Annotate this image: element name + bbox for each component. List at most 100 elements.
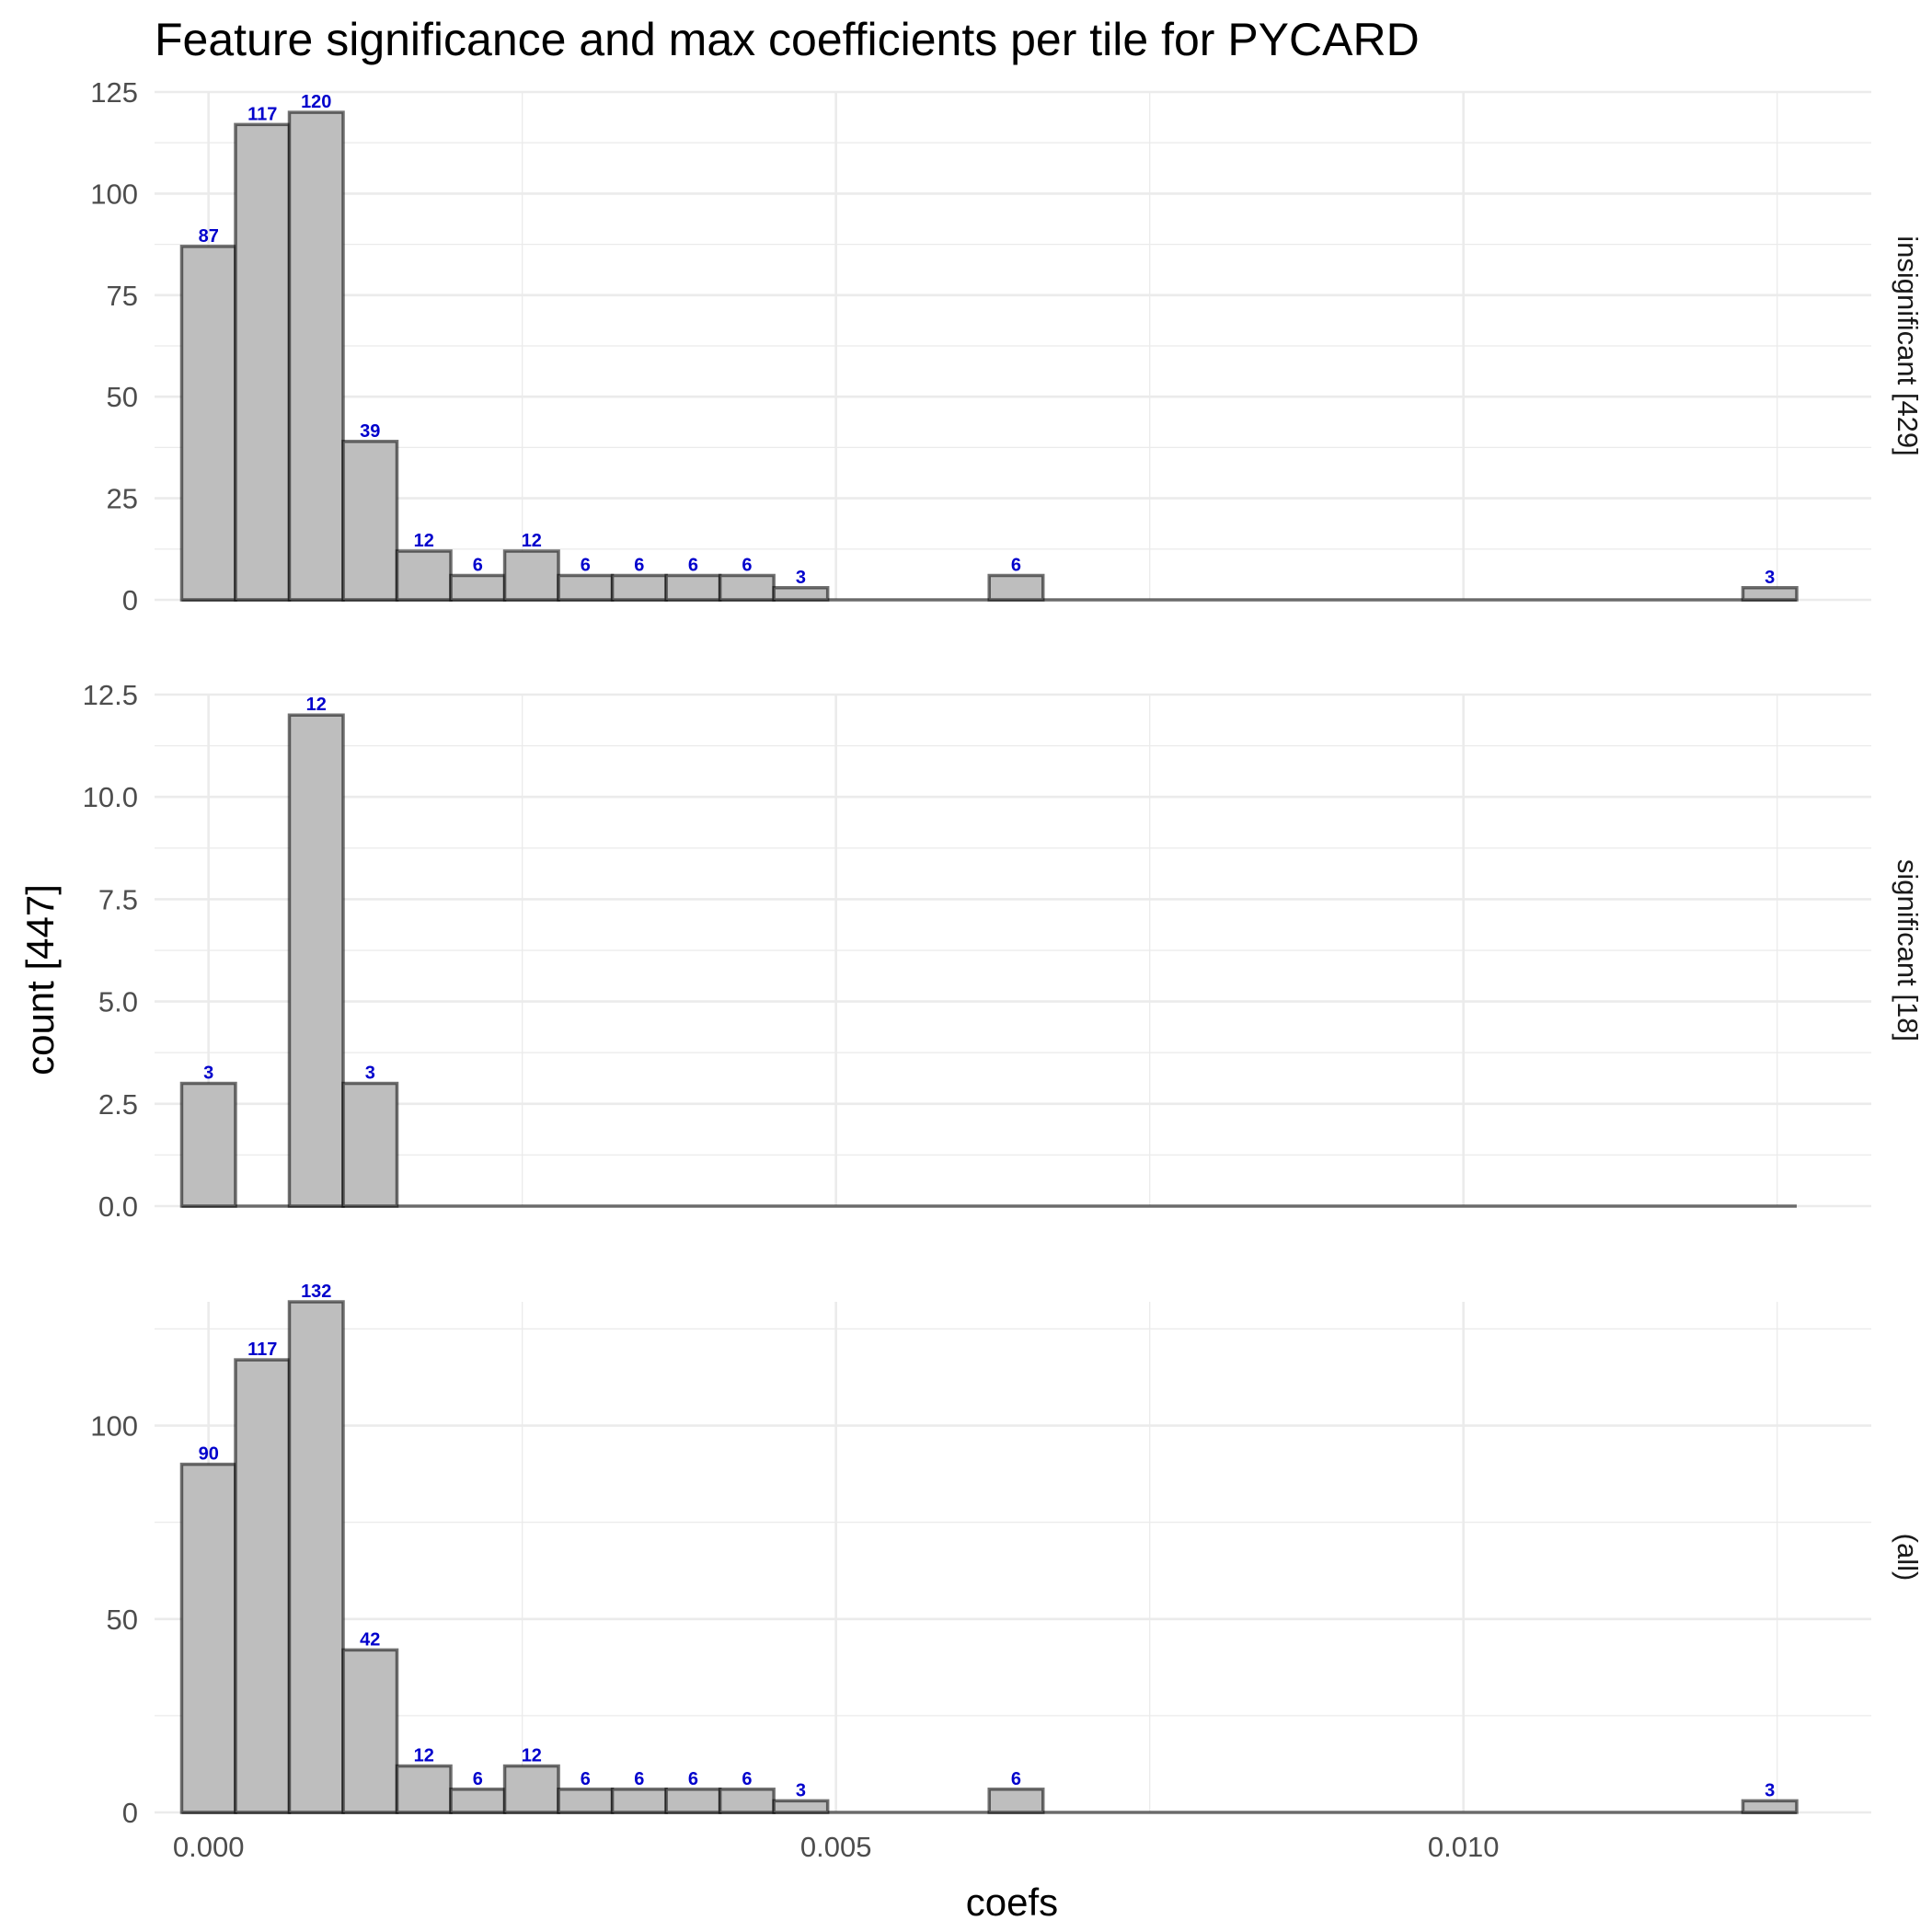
histogram-bar xyxy=(395,549,453,602)
bar-count-label: 6 xyxy=(1011,1769,1021,1789)
histogram-bar xyxy=(718,1788,776,1814)
facet-strip-label: insignificant [429] xyxy=(1892,236,1924,456)
bar-count-label: 6 xyxy=(581,1769,591,1789)
bar-count-labels: 3 12 3 xyxy=(203,695,375,1083)
histogram-bar xyxy=(610,573,668,602)
bar-count-label: 3 xyxy=(365,1064,375,1084)
y-tick-label: 125 xyxy=(90,76,138,109)
histogram-bar xyxy=(287,110,345,602)
bar-count-label: 6 xyxy=(688,1769,698,1789)
panel-gridlines xyxy=(155,90,1871,602)
bar-count-label: 12 xyxy=(522,531,542,551)
y-tick-label: 100 xyxy=(90,1410,138,1443)
bar-count-label: 6 xyxy=(688,556,698,576)
histogram-bar xyxy=(341,1081,399,1208)
histogram-bar xyxy=(610,1788,668,1814)
histogram-bar xyxy=(718,573,776,602)
y-tick-label: 0 xyxy=(122,584,138,616)
x-axis-title: coefs xyxy=(966,1880,1058,1924)
y-tick-label: 25 xyxy=(107,483,138,515)
y-axis-title: count [447] xyxy=(18,884,62,1075)
histogram-bar xyxy=(449,573,507,602)
y-tick-label: 0.0 xyxy=(98,1190,138,1223)
histogram-bar xyxy=(287,1300,345,1814)
bar-count-label: 3 xyxy=(796,1780,806,1800)
bar-count-label: 39 xyxy=(360,421,380,442)
histogram-bar xyxy=(557,1788,615,1814)
chart-title: Feature significance and max coefficient… xyxy=(155,14,1420,65)
facet-panel-2: 0.0 2.5 5.0 7.5 10.0 12.5 3 12 3 significant [18] xyxy=(83,679,1924,1223)
histogram-bar xyxy=(987,1788,1045,1814)
bar-count-label: 12 xyxy=(522,1746,542,1766)
histogram-bar xyxy=(502,1764,560,1814)
facet-strip-label: significant [18] xyxy=(1892,859,1924,1041)
facet-strip-label: (all) xyxy=(1892,1534,1924,1581)
histogram-bar xyxy=(1741,1799,1799,1814)
y-tick-label: 0 xyxy=(122,1797,138,1829)
bar-count-label: 6 xyxy=(1011,556,1021,576)
x-tick-label: 0.010 xyxy=(1428,1831,1500,1863)
y-tick-label: 100 xyxy=(90,178,138,210)
histogram-bar xyxy=(341,440,399,602)
y-tick-label: 10.0 xyxy=(83,781,138,813)
bar-count-label: 87 xyxy=(199,226,219,247)
histogram-bar xyxy=(772,1799,830,1814)
histogram-bar xyxy=(179,1462,237,1814)
x-tick-label: 0.005 xyxy=(800,1831,872,1863)
bar-count-label: 12 xyxy=(414,1746,434,1766)
histogram-bar xyxy=(395,1764,453,1814)
y-tick-label: 50 xyxy=(107,1604,138,1636)
bar-count-label: 6 xyxy=(742,556,752,576)
facet-panel-1: 0 25 50 75 100 125 87 117 120 39 12 6 12 6 6 6 6 3 6 3 insig… xyxy=(90,76,1924,616)
bar-count-label: 132 xyxy=(301,1282,331,1302)
bar-count-label: 12 xyxy=(414,531,434,551)
histogram-bar xyxy=(664,1788,722,1814)
bar-count-label: 90 xyxy=(199,1444,219,1465)
bar-count-label: 117 xyxy=(247,104,277,124)
x-tick-label: 0.000 xyxy=(173,1831,245,1863)
bar-count-label: 120 xyxy=(301,92,331,112)
histogram-bar xyxy=(987,573,1045,602)
histogram-bar xyxy=(234,1358,292,1814)
histogram-bar xyxy=(234,122,292,602)
bar-count-label: 3 xyxy=(1765,568,1775,588)
bar-count-label: 6 xyxy=(581,556,591,576)
histogram-bars xyxy=(179,110,1799,602)
bar-count-label: 3 xyxy=(1765,1780,1775,1800)
y-tick-label: 5.0 xyxy=(98,986,138,1018)
histogram-bar xyxy=(664,573,722,602)
bar-count-label: 3 xyxy=(796,568,806,588)
bar-count-label: 6 xyxy=(742,1769,752,1789)
histogram-bar xyxy=(287,713,345,1208)
x-axis-ticks: 0.000 0.005 0.010 xyxy=(173,1831,1500,1863)
bar-count-label: 12 xyxy=(306,695,327,715)
y-tick-label: 2.5 xyxy=(98,1088,138,1121)
histogram-bar xyxy=(557,573,615,602)
y-tick-label: 7.5 xyxy=(98,883,138,915)
bar-count-label: 6 xyxy=(634,556,644,576)
bar-count-label: 6 xyxy=(634,1769,644,1789)
histogram-bars xyxy=(179,1300,1799,1814)
facet-panel-3: 0 50 100 90 117 132 42 12 6 12 6 6 6 6 3 6 3 (all) xyxy=(90,1282,1924,1829)
panel-gridlines xyxy=(155,1302,1871,1814)
histogram-bar xyxy=(341,1648,399,1814)
bar-count-labels: 90 117 132 42 12 6 12 6 6 6 6 3 6 3 xyxy=(199,1282,1776,1800)
histogram-bar xyxy=(179,245,237,602)
histogram-bar xyxy=(502,549,560,602)
y-tick-label: 75 xyxy=(107,280,138,312)
bar-count-labels: 87 117 120 39 12 6 12 6 6 6 6 3 6 3 xyxy=(199,92,1776,588)
y-tick-label: 12.5 xyxy=(83,679,138,711)
histogram-bar xyxy=(1741,586,1799,602)
bar-count-label: 42 xyxy=(360,1629,380,1650)
panel-gridlines xyxy=(155,693,1871,1208)
histogram-bar xyxy=(449,1788,507,1814)
histogram-bars xyxy=(179,713,1797,1208)
histogram-bar xyxy=(179,1081,237,1208)
bar-count-label: 117 xyxy=(247,1340,277,1360)
bar-count-label: 6 xyxy=(473,1769,483,1789)
bar-count-label: 3 xyxy=(203,1064,213,1084)
y-tick-label: 50 xyxy=(107,381,138,413)
histogram-bar xyxy=(772,586,830,602)
